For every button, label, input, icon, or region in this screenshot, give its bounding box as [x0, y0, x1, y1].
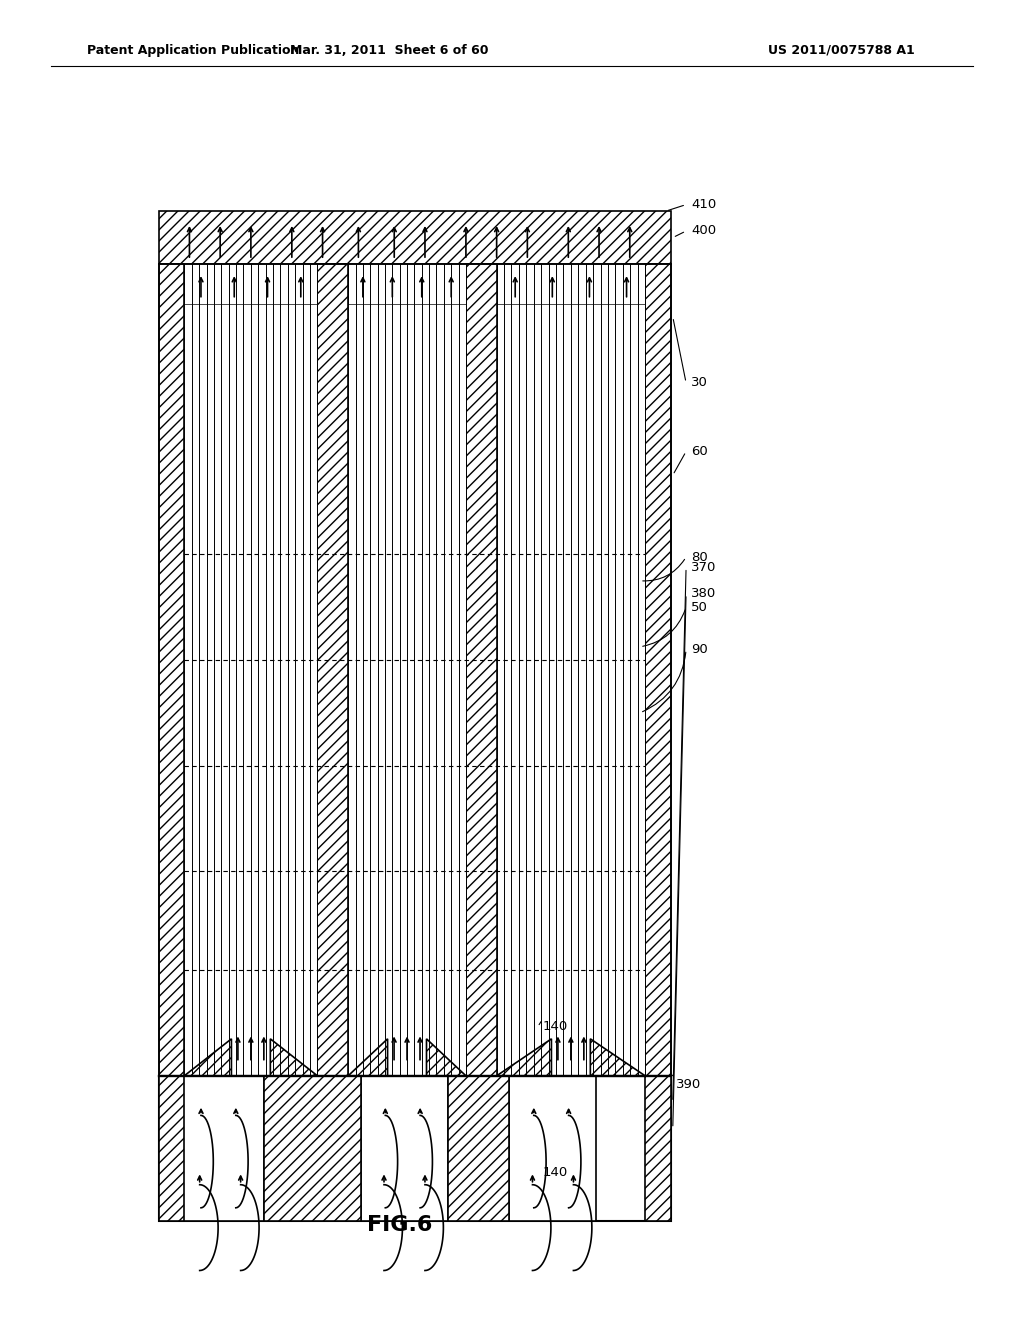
Bar	[317, 264, 348, 1076]
Polygon shape	[270, 1039, 317, 1076]
Bar	[497, 264, 645, 1076]
Bar	[348, 264, 466, 304]
Text: Patent Application Publication: Patent Application Publication	[87, 44, 299, 57]
Bar	[184, 264, 317, 1076]
Bar	[361, 1076, 449, 1221]
Bar	[645, 1076, 671, 1221]
Bar	[159, 1076, 184, 1221]
Bar	[348, 264, 466, 1076]
Text: 140: 140	[543, 1166, 568, 1179]
Text: 80: 80	[691, 550, 708, 564]
Text: 370: 370	[691, 561, 717, 574]
Bar	[510, 1076, 596, 1221]
Text: 390: 390	[676, 1078, 701, 1092]
Bar	[449, 1076, 510, 1221]
Text: 30: 30	[691, 376, 708, 389]
Polygon shape	[497, 1039, 551, 1076]
Polygon shape	[184, 1039, 231, 1076]
Text: 410: 410	[691, 198, 717, 211]
Bar	[466, 264, 497, 1076]
Bar	[645, 264, 671, 1076]
Bar	[264, 1076, 361, 1221]
Text: FIG.6: FIG.6	[367, 1214, 432, 1236]
Text: 90: 90	[691, 643, 708, 656]
Text: 140: 140	[543, 1020, 568, 1034]
Polygon shape	[348, 1039, 387, 1076]
Bar	[159, 264, 184, 1076]
Text: 60: 60	[691, 445, 708, 458]
Polygon shape	[427, 1039, 466, 1076]
Text: 400: 400	[691, 224, 717, 238]
Polygon shape	[590, 1039, 645, 1076]
Text: Mar. 31, 2011  Sheet 6 of 60: Mar. 31, 2011 Sheet 6 of 60	[290, 44, 488, 57]
Bar	[176, 1076, 264, 1221]
Bar	[159, 1076, 671, 1221]
Text: US 2011/0075788 A1: US 2011/0075788 A1	[768, 44, 914, 57]
Bar	[184, 264, 317, 304]
Text: 50: 50	[691, 601, 708, 614]
Text: 380: 380	[691, 587, 717, 601]
Bar	[497, 264, 645, 304]
Bar	[159, 211, 671, 264]
